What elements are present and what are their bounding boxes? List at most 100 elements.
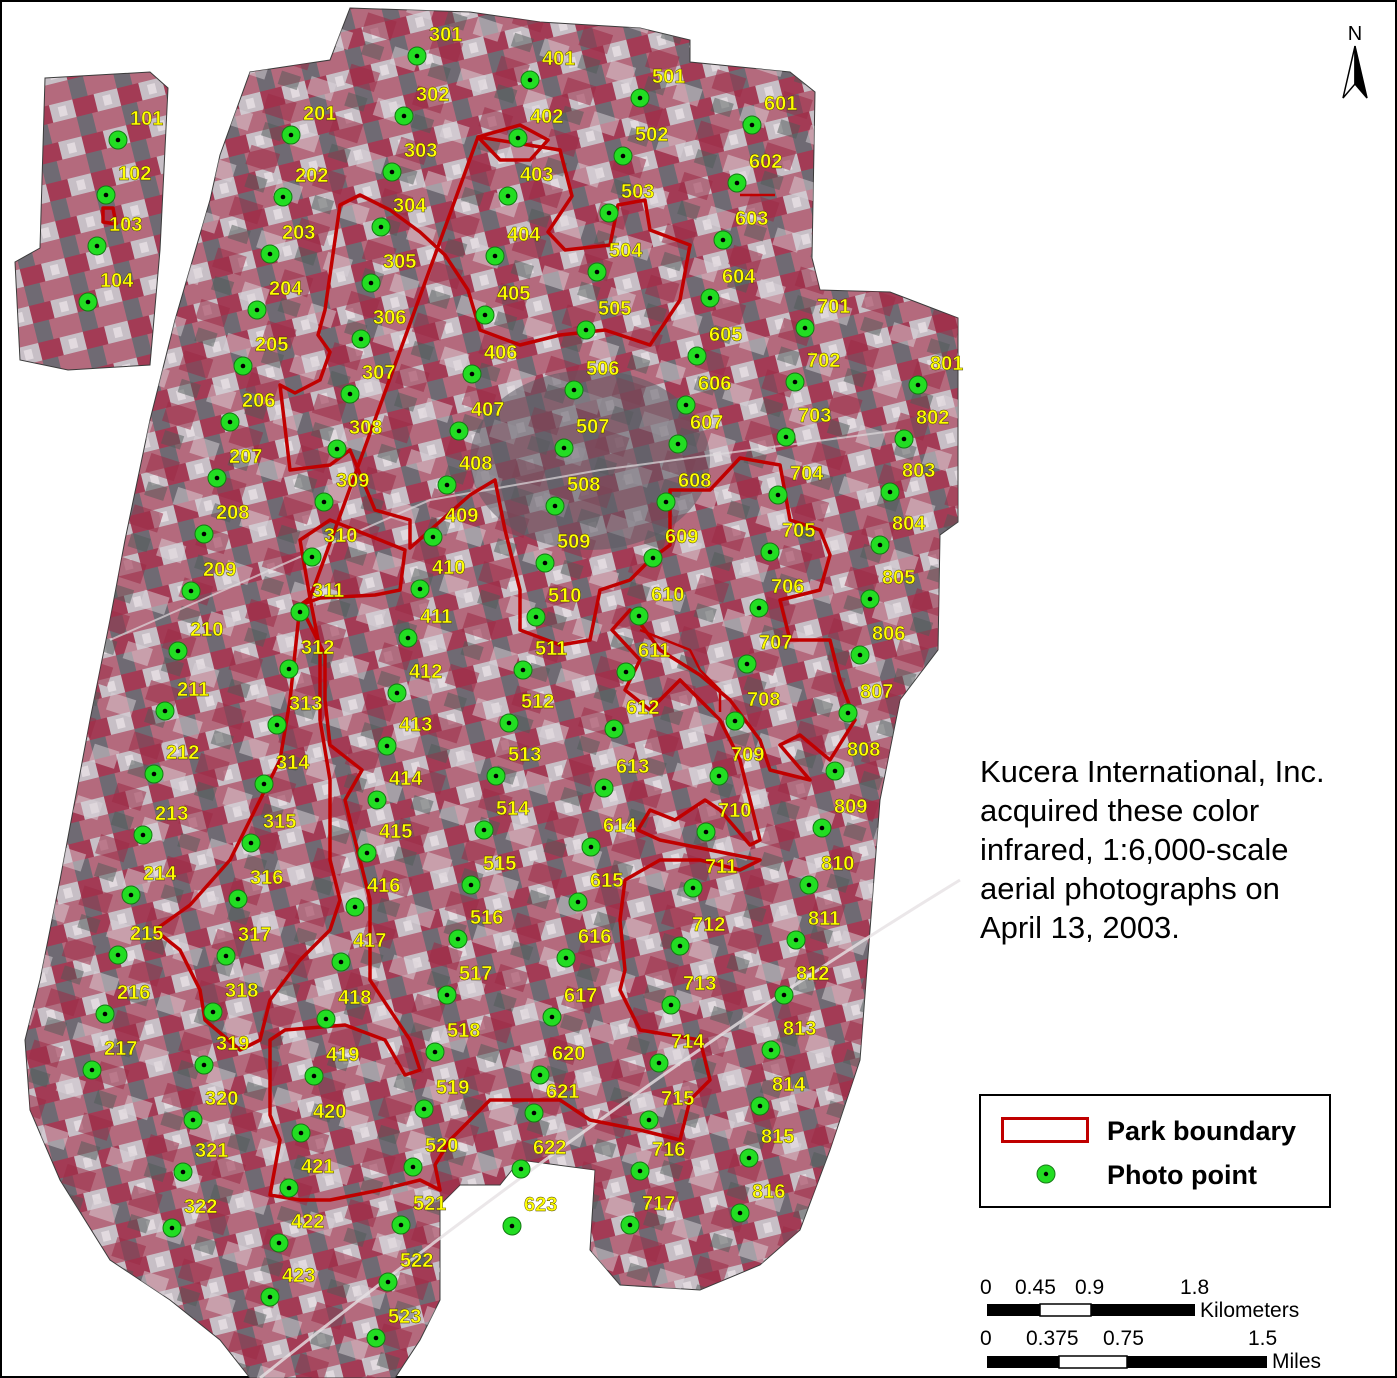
photo-point-label-217: 217 [104,1038,137,1060]
photo-point-304: 304 [371,195,427,237]
km-tick-1: 0.45 [1015,1276,1056,1299]
photo-point-515: 515 [461,853,517,895]
photo-point-label-308: 308 [349,417,382,439]
photo-point-label-804: 804 [892,513,926,535]
photo-point-label-610: 610 [651,584,684,606]
photo-point-214: 214 [121,863,177,905]
photo-point-label-322: 322 [184,1196,217,1218]
photo-point-102: 102 [96,163,152,205]
photo-point-301: 301 [407,24,463,66]
north-arrow-icon: N [1342,23,1368,99]
photo-point-label-508: 508 [567,474,600,496]
photo-point-label-523: 523 [388,1306,421,1328]
photo-point-213: 213 [133,803,189,845]
photo-point-715: 715 [639,1088,695,1130]
photo-point-521: 521 [391,1193,447,1235]
photo-point-411: 411 [398,606,452,648]
photo-point-206: 206 [220,390,276,432]
imagery-mosaic [14,7,961,1378]
mi-tick-2: 0.75 [1103,1327,1144,1350]
photo-point-410: 410 [410,557,466,599]
photo-point-313: 313 [267,693,323,735]
photo-point-714: 714 [649,1031,705,1073]
credit-line-1: Kucera International, Inc. [980,754,1325,789]
photo-point-303: 303 [382,140,438,182]
highway [259,878,961,1378]
photo-point-519: 519 [414,1077,470,1119]
photo-point-413: 413 [377,714,433,756]
photo-point-205: 205 [233,334,289,376]
photo-point-420: 420 [291,1101,347,1143]
photo-point-808: 808 [825,739,881,781]
photo-point-label-603: 603 [735,208,768,230]
photo-point-202: 202 [273,165,329,207]
photo-point-702: 702 [785,350,841,392]
photo-point-label-515: 515 [483,853,516,875]
photo-point-811: 811 [786,908,840,950]
photo-point-label-715: 715 [661,1088,694,1110]
photo-point-606: 606 [676,373,732,415]
photo-point-604: 604 [700,266,756,308]
photo-point-icon [1036,1164,1056,1184]
photo-point-319: 319 [194,1033,250,1075]
photo-point-label-705: 705 [782,520,815,542]
photo-point-508: 508 [545,474,601,516]
photo-point-label-309: 309 [336,470,369,492]
photo-point-label-702: 702 [807,350,840,372]
photo-point-403: 403 [498,164,554,206]
photo-point-label-516: 516 [470,907,503,929]
photo-point-706: 706 [749,576,805,618]
photo-point-423: 423 [260,1265,316,1307]
mi-tick-0: 0 [980,1327,992,1350]
photo-point-label-609: 609 [665,526,698,548]
photo-point-623: 623 [502,1194,558,1236]
park-boundary-main [268,135,857,1202]
photo-point-807: 807 [838,681,894,723]
photo-point-label-209: 209 [203,559,236,581]
photo-point-605: 605 [687,324,743,366]
photo-point-label-502: 502 [635,124,668,146]
photo-point-label-506: 506 [586,358,619,380]
photo-point-label-809: 809 [834,796,867,818]
photo-point-610: 610 [629,584,685,626]
photo-point-label-816: 816 [752,1181,785,1203]
photo-point-label-513: 513 [508,744,541,766]
photo-point-label-810: 810 [821,853,854,875]
photo-point-label-519: 519 [436,1077,469,1099]
photo-point-809: 809 [812,796,868,838]
photo-point-label-415: 415 [379,821,412,843]
photo-point-label-806: 806 [872,623,905,645]
photo-point-label-312: 312 [301,637,334,659]
photo-point-label-307: 307 [362,362,395,384]
photo-point-label-706: 706 [771,576,804,598]
boundary-segment-611 [639,628,722,712]
photo-point-201: 201 [281,103,337,145]
photo-point-203: 203 [260,222,316,264]
photo-point-label-201: 201 [303,103,336,125]
photo-point-217: 217 [82,1038,138,1080]
photo-point-label-213: 213 [155,803,188,825]
photo-point-216: 216 [95,982,151,1024]
photo-point-label-305: 305 [383,251,416,273]
scale-bar-miles: 0 0.375 0.75 1.5 Miles [980,1327,1321,1370]
photo-point-label-417: 417 [353,930,386,952]
photo-point-701: 701 [795,296,851,338]
photo-point-803: 803 [880,460,936,502]
photo-point-422: 422 [269,1211,325,1253]
photo-point-421: 421 [279,1156,335,1198]
photo-point-label-713: 713 [683,973,716,995]
photo-point-806: 806 [850,623,906,665]
km-unit: Kilometers [1200,1299,1299,1322]
photo-point-407: 407 [449,399,505,441]
photo-point-label-704: 704 [790,463,824,485]
mi-tick-3: 1.5 [1248,1327,1277,1350]
photo-point-707: 707 [737,632,793,674]
photo-point-315: 315 [241,811,297,853]
photo-point-306: 306 [351,307,407,349]
photo-point-label-310: 310 [324,525,357,547]
photo-point-622: 622 [511,1137,567,1179]
photo-point-label-807: 807 [860,681,893,703]
photo-point-label-812: 812 [796,963,829,985]
imagery-texture-overlay [25,8,958,1378]
photo-point-709: 709 [709,744,765,786]
